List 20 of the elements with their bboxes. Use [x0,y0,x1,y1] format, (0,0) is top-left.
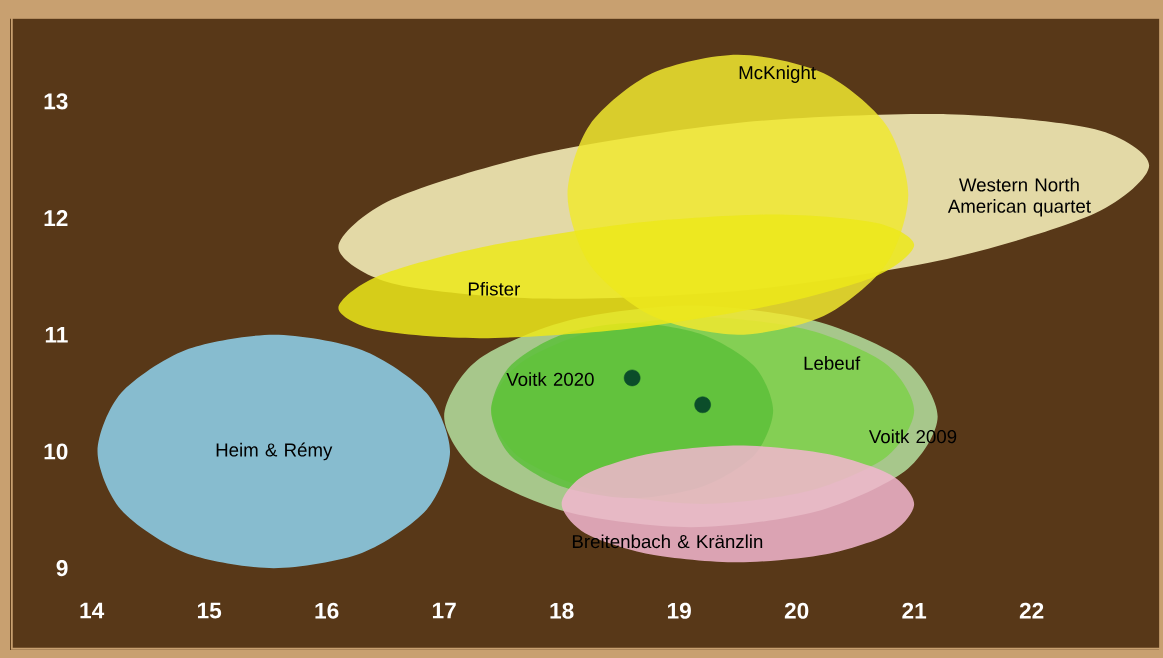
x-tick-label: 19 [667,602,691,619]
series-label: Heim & Rémy [216,442,333,461]
y-tick-label: 13 [44,93,68,110]
y-tick-label: 9 [56,560,68,577]
x-tick-label: 21 [902,602,927,619]
series-label: McKnight [739,65,816,83]
x-tick-label: 15 [197,602,222,619]
series-label: Voitk 2020 [506,372,594,386]
series-label: Pfister [468,281,521,296]
y-tick-label: 10 [44,443,68,460]
x-tick-label: 17 [432,602,456,619]
series-label: Lebeuf [804,356,861,370]
y-tick-label: 12 [44,210,68,226]
x-tick-label: 22 [1019,602,1044,619]
series-label: Western North American quartet [947,177,1091,217]
x-tick-label: 20 [784,602,809,619]
y-tick-label: 11 [45,326,68,343]
x-tick-label: 16 [315,602,339,619]
x-tick-label: 18 [550,602,574,619]
x-tick-label: 14 [80,602,105,619]
